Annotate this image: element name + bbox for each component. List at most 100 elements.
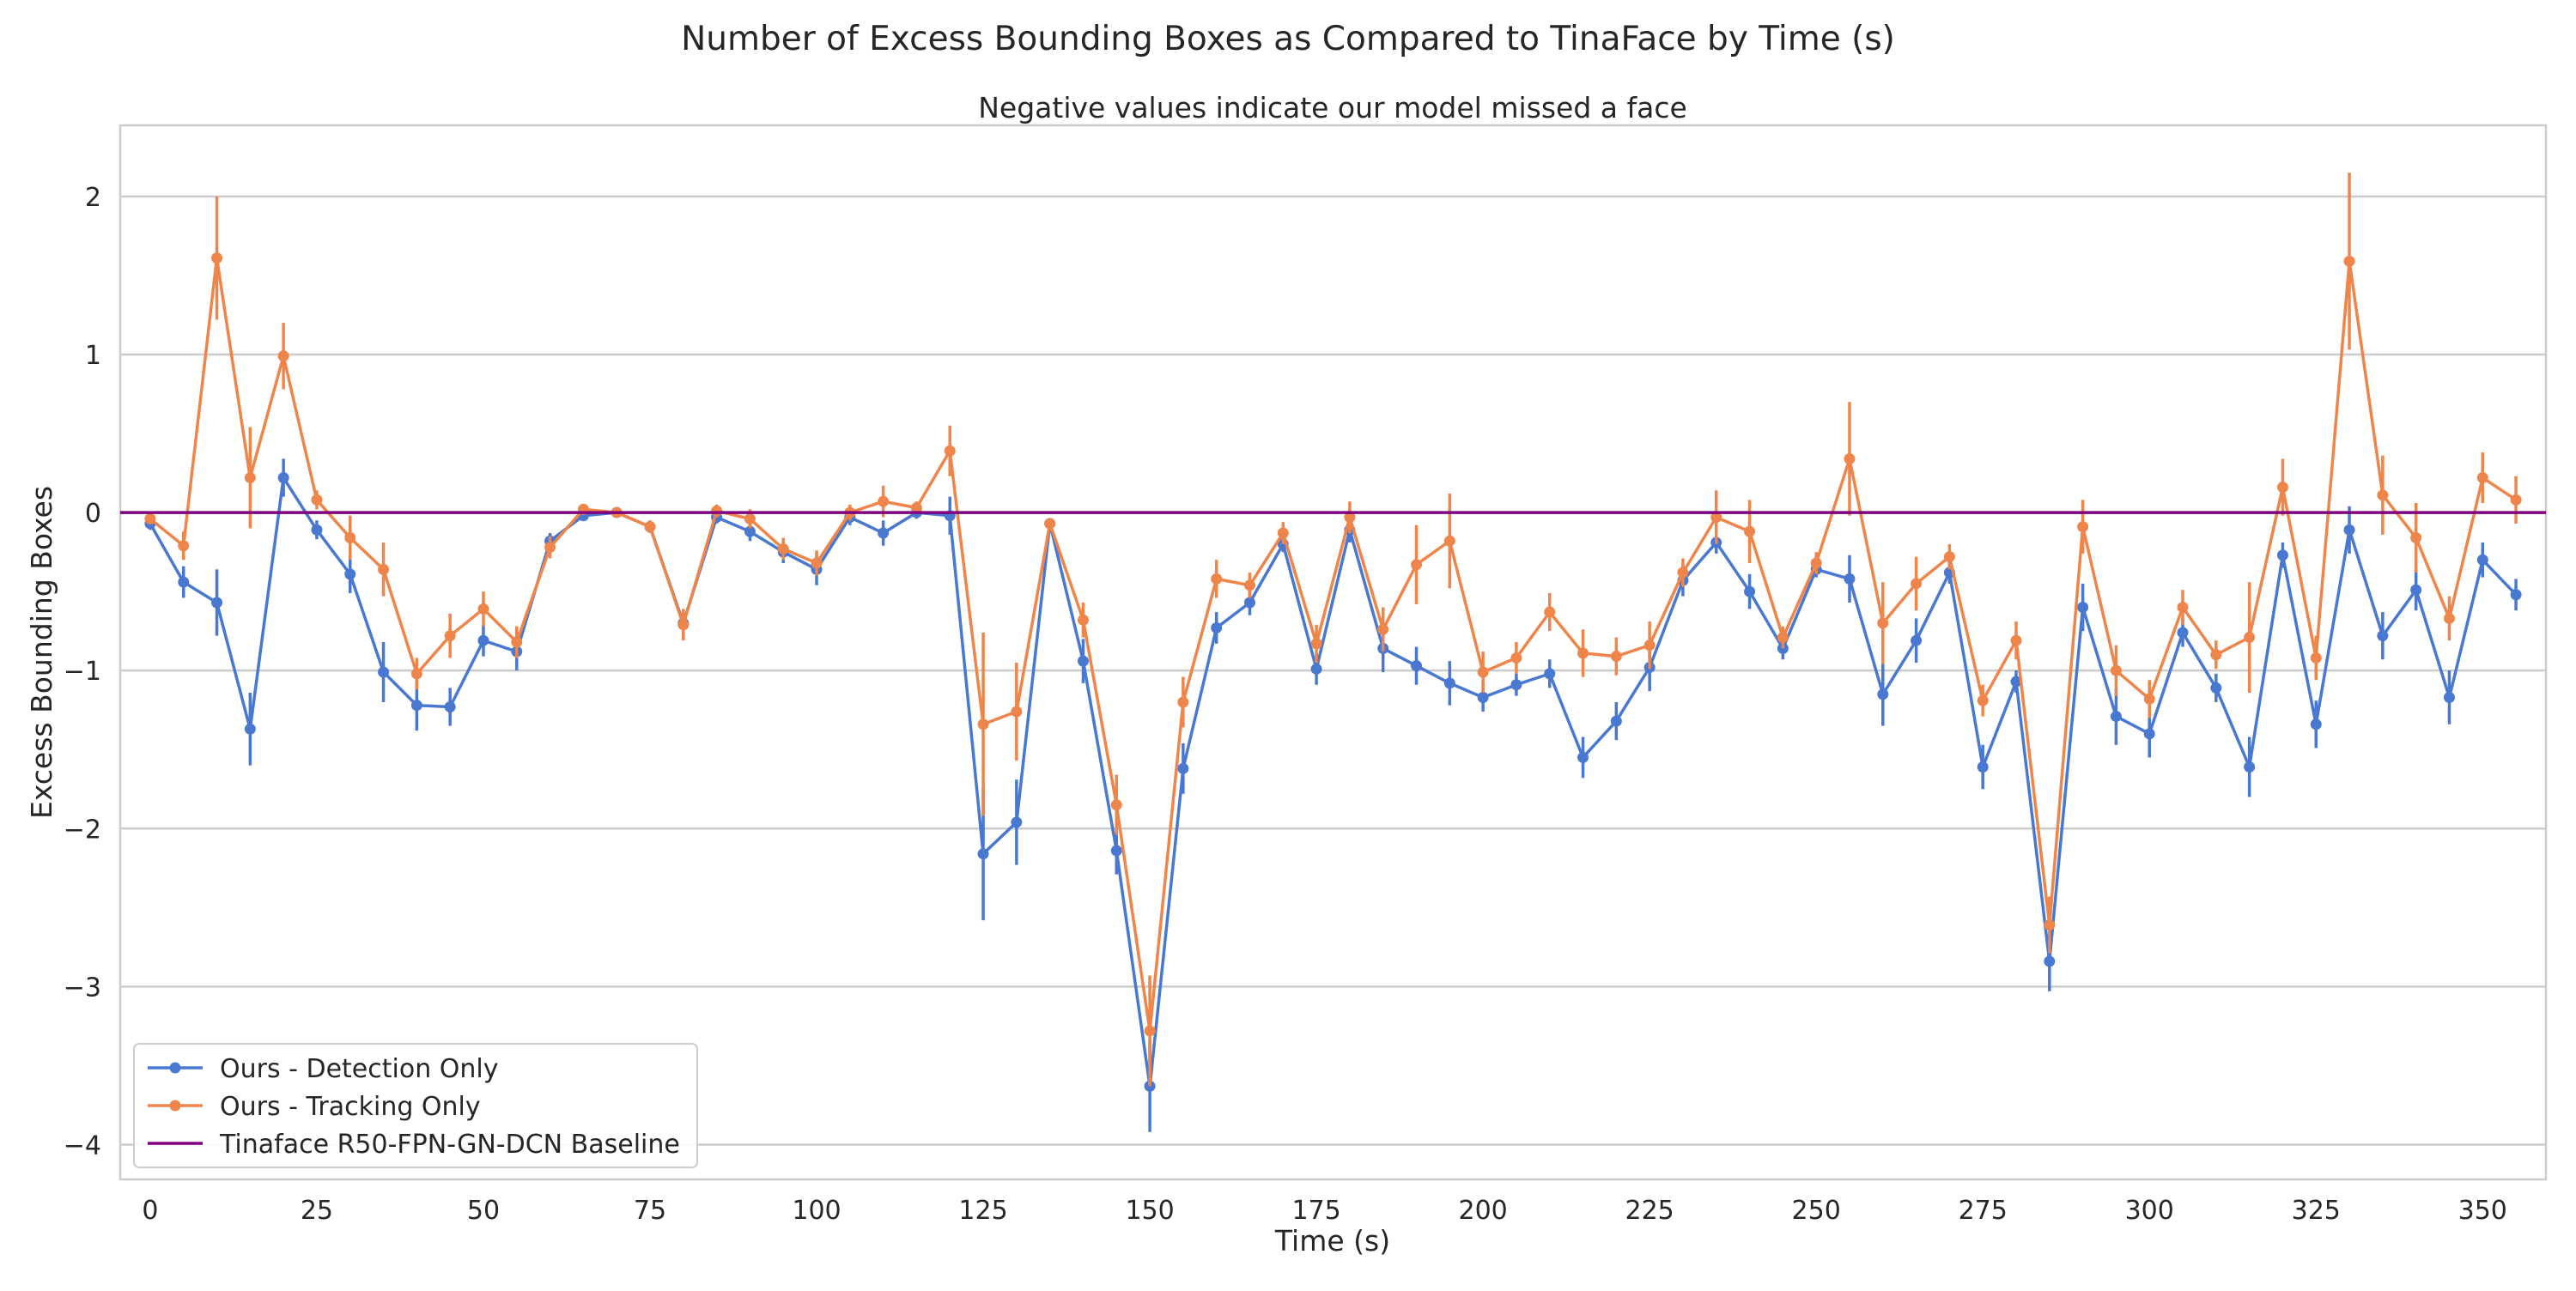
data-point [2177,602,2189,614]
data-point [1577,647,1589,659]
data-point [2476,472,2488,484]
data-point [910,502,922,514]
data-point [144,512,156,524]
data-point [1844,573,1856,585]
data-point [711,505,723,517]
data-point [2110,711,2122,723]
data-point [2044,955,2056,967]
chart-title: Number of Excess Bounding Boxes as Compa… [681,20,1895,58]
data-point [2143,693,2155,705]
x-tick-label: 300 [2125,1196,2174,1226]
legend-box [133,1043,698,1168]
data-point [1411,660,1423,672]
y-tick-label: 1 [85,341,101,371]
x-axis-label: Time (s) [1274,1224,1390,1258]
y-axis-label: Excess Bounding Boxes [25,486,58,819]
x-tick-label: 50 [467,1196,500,1226]
data-point [1144,1025,1156,1037]
series-layer [120,173,2546,1132]
x-tick-label: 350 [2458,1196,2507,1226]
data-point [1011,706,1023,718]
data-point [1610,715,1622,727]
data-point [2244,632,2256,644]
series-line [149,476,2518,1088]
data-point [211,597,223,609]
data-point [1844,452,1856,464]
data-point [1177,696,1189,708]
data-point [1243,597,1255,609]
data-point [2110,664,2122,676]
x-tick-label: 175 [1291,1196,1340,1226]
data-point [2343,524,2355,536]
data-point [2377,630,2389,642]
data-point [1777,632,1789,644]
grid-layer [120,195,2546,1146]
data-point [977,848,989,860]
data-point [2476,554,2488,566]
data-point [277,472,289,484]
data-point [2044,919,2056,931]
data-point [1911,578,1923,590]
data-point [2143,728,2155,740]
legend-label: Ours - Detection Only [220,1054,498,1084]
data-point [1510,652,1522,664]
data-point [511,636,523,648]
x-tick-label: 0 [142,1196,158,1226]
data-point [1443,677,1455,689]
x-tick-label: 275 [1959,1196,2008,1226]
data-point [2244,761,2256,773]
data-point [1943,551,1955,563]
data-point [1477,666,1489,678]
series-0 [144,458,2522,1132]
data-point [644,521,656,533]
data-point [311,524,323,536]
chart-subtitle: Negative values indicate our model misse… [978,91,1687,124]
data-point [211,252,223,264]
data-point [1610,651,1622,663]
data-point [344,532,356,544]
data-point [1810,557,1822,569]
y-tick-label: 2 [85,183,101,213]
legend-marker [169,1100,181,1112]
data-point [811,557,823,569]
data-point [1744,525,1756,537]
data-point [2510,494,2522,506]
data-point [2410,584,2422,596]
data-point [2210,682,2222,694]
data-point [2010,634,2022,646]
legend-label: Ours - Tracking Only [220,1092,481,1122]
data-point [178,576,190,588]
x-tick-label: 125 [958,1196,1007,1226]
data-point [1510,679,1522,691]
data-point [244,723,256,735]
x-tick-label: 150 [1125,1196,1174,1226]
legend: Ours - Detection Only Ours - Tracking Onl… [133,1043,698,1168]
data-point [1211,573,1223,585]
data-point [1211,621,1223,633]
data-point [977,718,989,730]
series-line [149,256,2518,1033]
data-point [1744,585,1756,597]
data-point [1544,606,1556,618]
ticks-layer: −4 −3 −2 −1 0 1 2 0 25 50 75 100 125 150 175 200 225 250 2… [64,183,2507,1226]
data-point [2443,612,2455,624]
data-point [244,472,256,484]
data-point [477,634,489,646]
y-tick-label: 0 [85,499,101,529]
data-point [1077,655,1089,667]
data-point [178,540,190,552]
data-point [1443,535,1455,547]
data-point [1877,617,1889,629]
data-point [777,542,789,555]
x-tick-label: 200 [1458,1196,1507,1226]
y-tick-label: −3 [64,973,101,1003]
data-point [1243,579,1255,591]
data-point [1377,623,1389,635]
data-point [1044,518,1056,530]
y-tick-label: −4 [64,1130,101,1161]
data-point [2276,549,2288,561]
data-point [878,495,890,507]
y-tick-label: −1 [64,657,101,687]
